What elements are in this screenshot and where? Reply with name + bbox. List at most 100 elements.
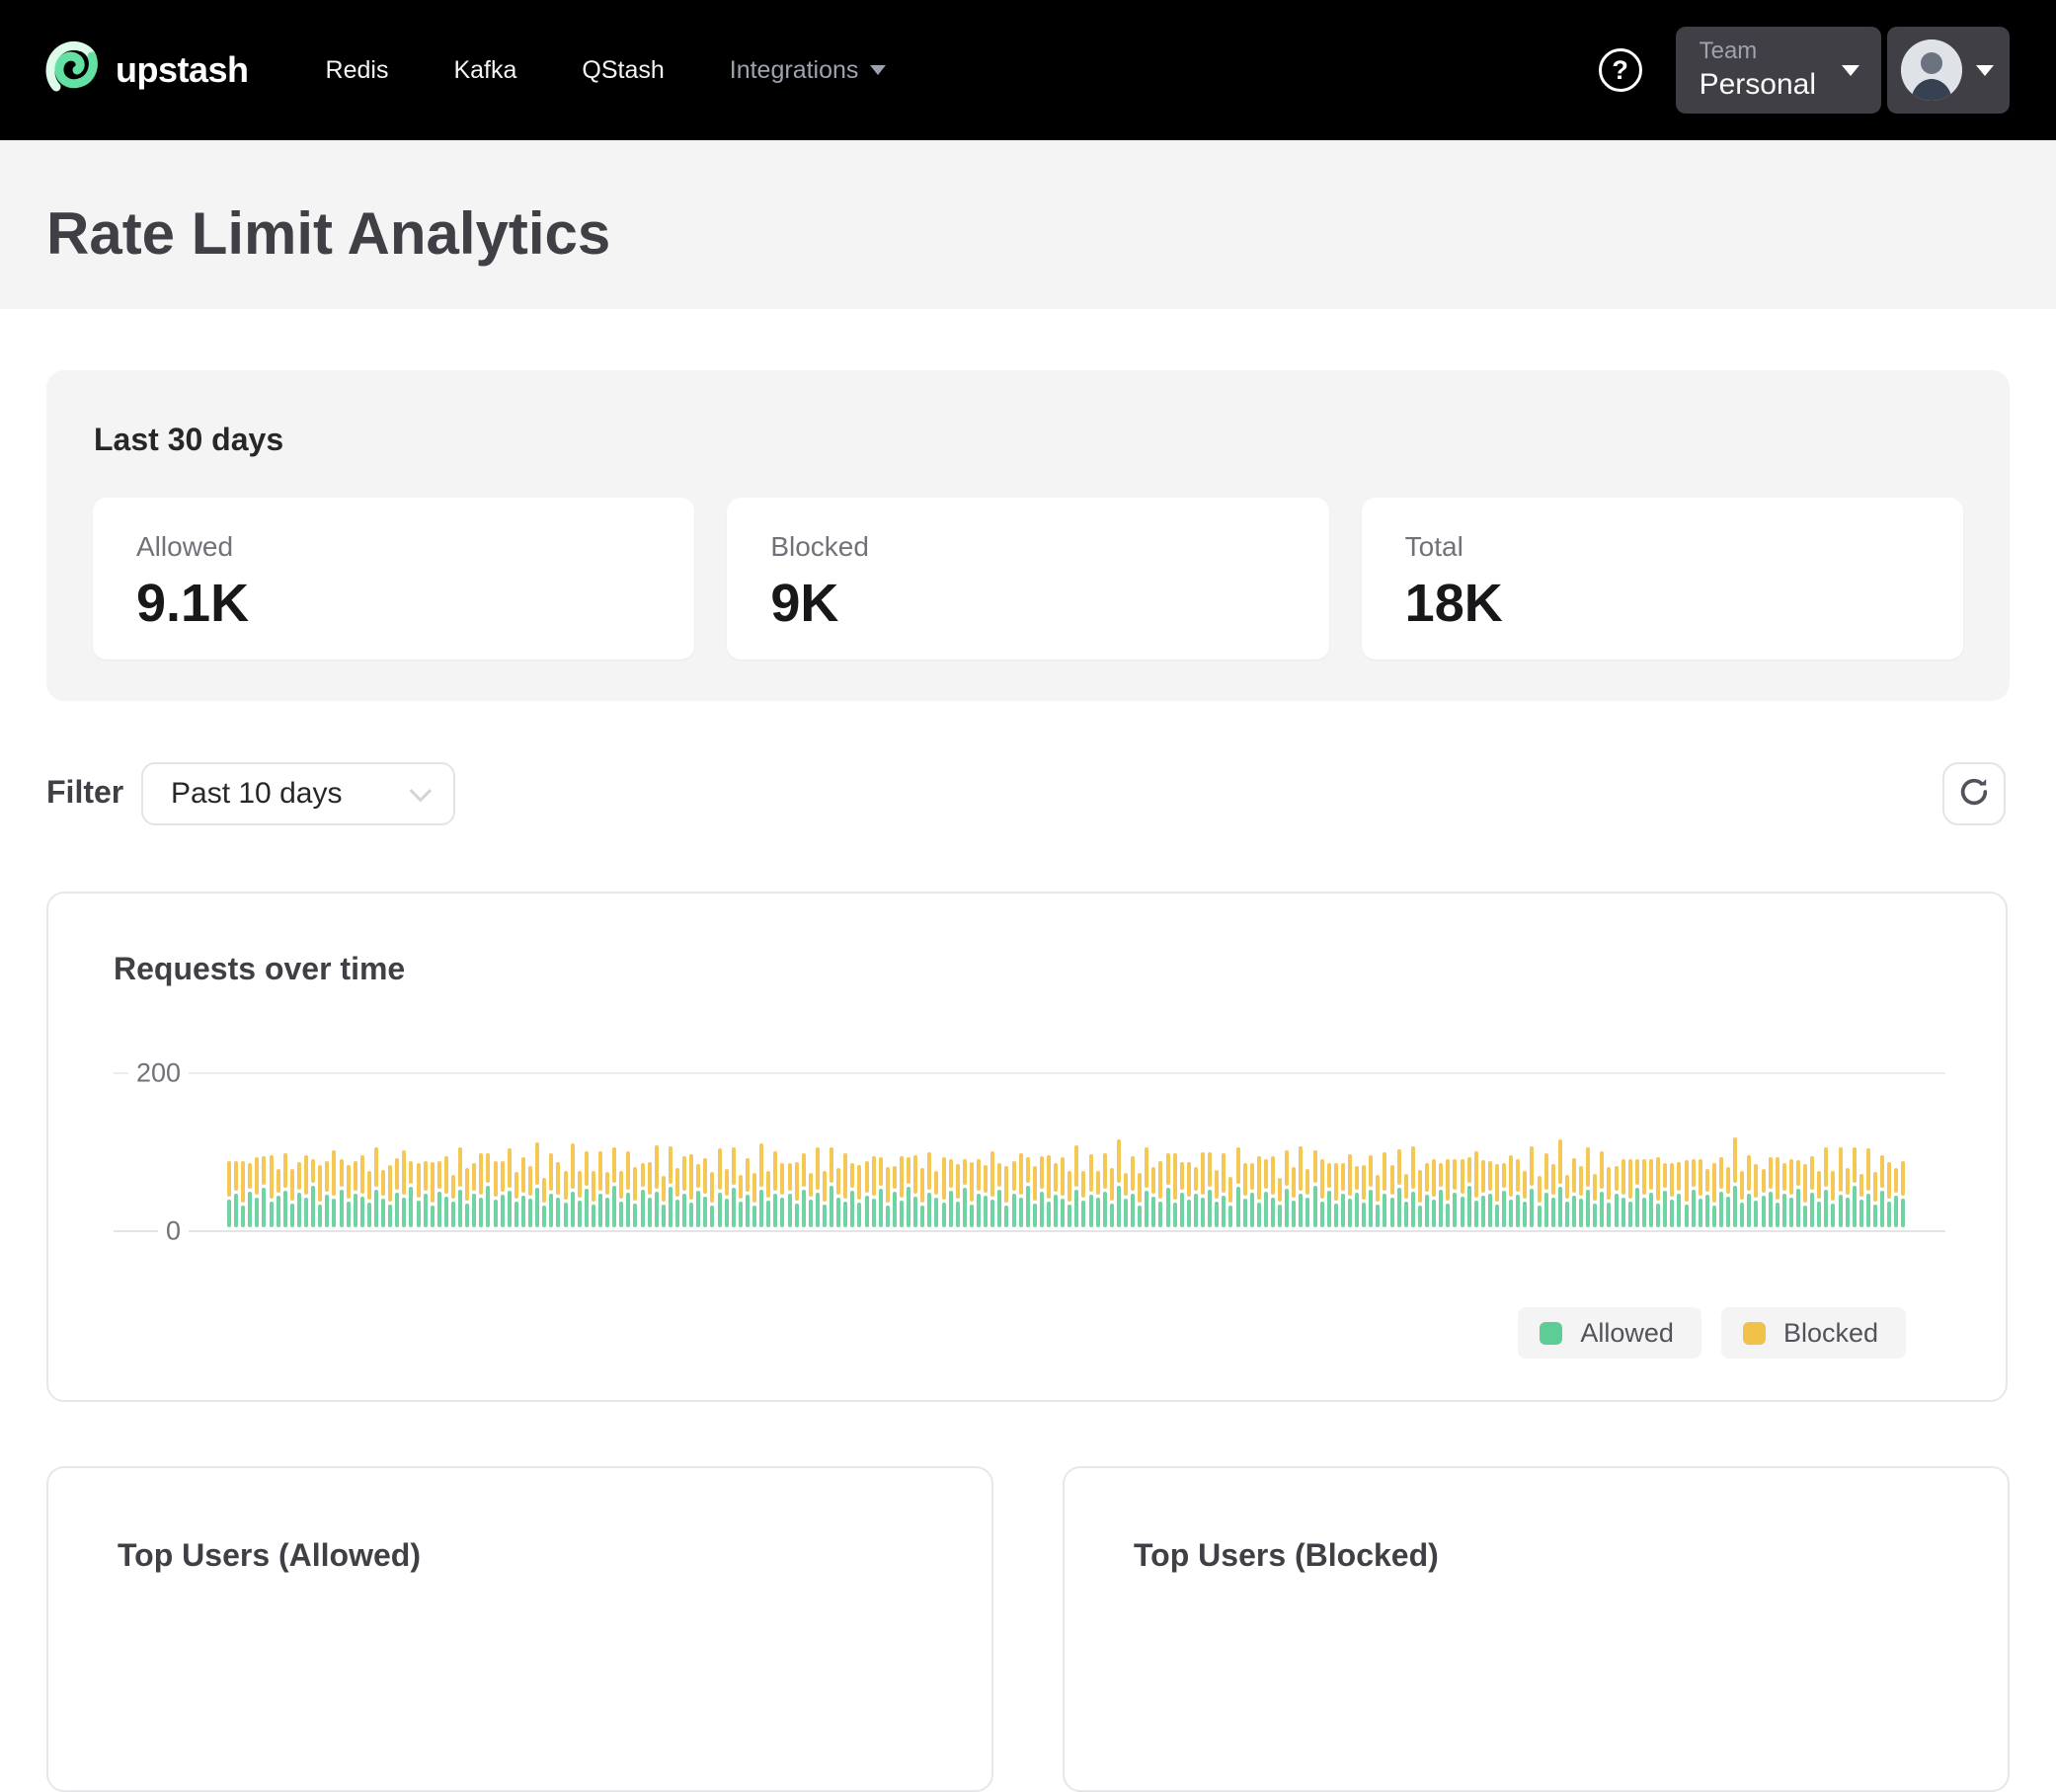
chevron-down-icon — [410, 780, 433, 803]
brand-link[interactable]: upstash — [44, 38, 249, 104]
stat-card-allowed: Allowed 9.1K — [93, 498, 694, 660]
top-nav: upstash Redis Kafka QStash Integrations … — [0, 0, 2056, 140]
bar — [1685, 1160, 1689, 1227]
team-selector[interactable]: Team Personal — [1676, 27, 1881, 114]
stat-row: Allowed 9.1K Blocked 9K Total 18K — [93, 498, 1963, 660]
bar — [1166, 1153, 1170, 1227]
bar — [1495, 1164, 1499, 1227]
bar — [1593, 1174, 1597, 1227]
bar — [725, 1169, 729, 1227]
stat-label: Total — [1405, 531, 1963, 563]
bar — [1642, 1159, 1646, 1227]
bar — [1061, 1157, 1065, 1227]
bar — [1663, 1163, 1667, 1227]
bar — [942, 1157, 946, 1227]
bar — [1516, 1159, 1520, 1227]
bar — [1769, 1157, 1773, 1227]
bar — [739, 1175, 743, 1227]
nav-menu-integrations[interactable]: Integrations — [730, 56, 887, 85]
bar — [669, 1146, 672, 1227]
bar — [290, 1169, 294, 1227]
bar — [836, 1168, 840, 1227]
bar — [1803, 1164, 1807, 1227]
chevron-down-icon — [1842, 65, 1859, 76]
bar — [752, 1173, 756, 1227]
bar — [1719, 1157, 1723, 1227]
bar — [655, 1145, 659, 1227]
bar — [1733, 1137, 1737, 1227]
bar — [1776, 1157, 1779, 1227]
bar — [907, 1157, 910, 1227]
bar — [1369, 1155, 1373, 1227]
chart-legend: Allowed Blocked — [1518, 1307, 1906, 1359]
bar — [521, 1157, 525, 1227]
bar — [1586, 1147, 1590, 1227]
bar — [1831, 1171, 1835, 1227]
y-tick-0: 0 — [158, 1216, 189, 1247]
bar — [759, 1143, 763, 1227]
bar — [934, 1171, 938, 1227]
bar — [1320, 1159, 1324, 1227]
stat-value: 9K — [770, 573, 1328, 634]
bar — [913, 1155, 917, 1227]
stat-label: Blocked — [770, 531, 1328, 563]
bar — [1901, 1161, 1905, 1227]
nav-link-kafka[interactable]: Kafka — [453, 56, 516, 85]
bar — [451, 1175, 455, 1227]
bar — [662, 1176, 666, 1227]
bar — [297, 1162, 301, 1227]
bar — [1859, 1174, 1863, 1227]
card-title: Top Users (Allowed) — [118, 1537, 991, 1574]
bar — [332, 1150, 336, 1227]
bar — [1502, 1163, 1506, 1227]
bar — [746, 1158, 750, 1227]
bar — [1418, 1170, 1422, 1227]
bar — [535, 1142, 539, 1227]
bar — [920, 1168, 924, 1227]
bar — [648, 1162, 652, 1227]
bar — [262, 1156, 266, 1227]
bar — [1530, 1146, 1534, 1227]
bar — [823, 1171, 827, 1227]
bar — [850, 1163, 854, 1227]
bar — [1264, 1159, 1268, 1227]
nav-link-redis[interactable]: Redis — [326, 56, 389, 85]
bar — [431, 1162, 435, 1227]
bar — [970, 1162, 974, 1227]
bar — [857, 1165, 861, 1227]
bar — [360, 1155, 364, 1227]
bar — [465, 1168, 469, 1227]
bar — [879, 1157, 883, 1227]
bar — [1228, 1177, 1232, 1227]
bar — [1180, 1162, 1184, 1227]
bar — [1782, 1163, 1786, 1227]
bar — [1187, 1162, 1191, 1227]
bar — [486, 1153, 490, 1227]
bar — [1839, 1147, 1843, 1227]
help-icon[interactable]: ? — [1599, 48, 1642, 92]
bar — [556, 1162, 560, 1227]
user-menu[interactable] — [1887, 27, 2010, 114]
top-users-blocked-card: Top Users (Blocked) — [1063, 1466, 2010, 1792]
bar — [893, 1166, 897, 1227]
allowed-swatch-icon — [1540, 1322, 1562, 1345]
bar — [1873, 1172, 1877, 1227]
chart-title: Requests over time — [114, 951, 405, 987]
stat-card-blocked: Blocked 9K — [727, 498, 1328, 660]
bar — [1523, 1171, 1527, 1227]
bar — [255, 1157, 259, 1227]
bar — [402, 1150, 406, 1227]
bar — [682, 1156, 686, 1227]
bar — [718, 1148, 722, 1227]
bar — [1110, 1168, 1114, 1227]
bar — [865, 1161, 869, 1227]
refresh-button[interactable] — [1942, 762, 2006, 825]
top-users-allowed-card: Top Users (Allowed) — [46, 1466, 993, 1792]
bar — [1754, 1164, 1758, 1227]
bar — [1081, 1171, 1085, 1227]
bar — [1257, 1156, 1261, 1227]
bar — [1124, 1173, 1128, 1227]
bar — [1376, 1175, 1380, 1227]
date-range-select[interactable]: Past 10 days — [141, 762, 455, 825]
nav-link-qstash[interactable]: QStash — [582, 56, 664, 85]
